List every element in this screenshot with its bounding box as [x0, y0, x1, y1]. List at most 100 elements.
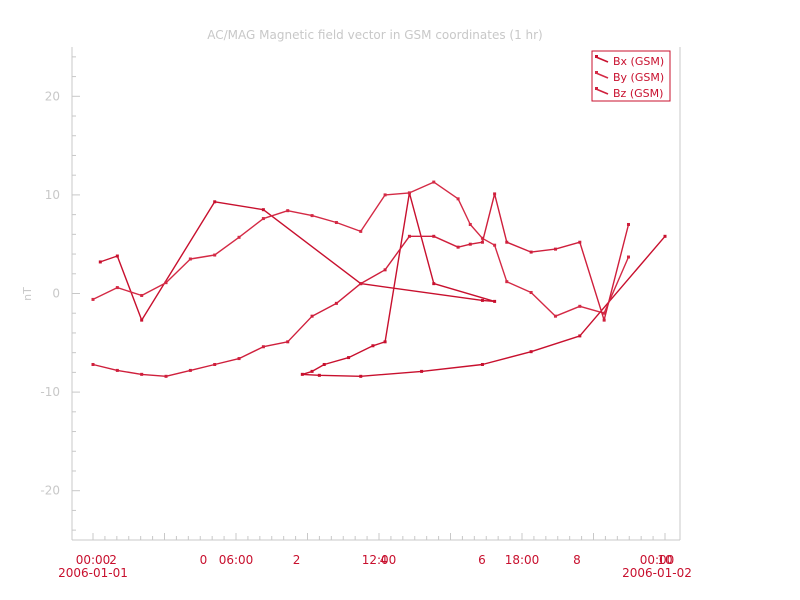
data-point: [626, 255, 630, 259]
data-point: [261, 217, 265, 221]
legend-label: By (GSM): [613, 71, 664, 84]
x-tick-label: 2: [109, 553, 117, 567]
data-point: [213, 253, 217, 257]
data-point: [359, 374, 363, 378]
data-point: [553, 314, 557, 318]
data-point: [432, 282, 436, 286]
y-tick-label: 0: [52, 287, 60, 301]
data-point: [578, 240, 582, 244]
data-point: [140, 293, 144, 297]
data-point: [140, 372, 144, 376]
data-point: [164, 374, 168, 378]
x-tick-label: 0: [200, 553, 208, 567]
legend-marker: [595, 71, 598, 74]
data-point: [432, 180, 436, 184]
series-bx: [98, 191, 667, 378]
x-tick-label: 00:00: [640, 553, 675, 567]
x-tick-date-label: 2006-01-01: [58, 566, 128, 580]
y-axis: 20 10 0 -10 -20: [40, 56, 80, 531]
data-point: [578, 334, 582, 338]
plot-frame: [71, 47, 681, 541]
data-point: [115, 368, 119, 372]
data-point: [456, 245, 460, 249]
y-axis-label: nT: [21, 287, 34, 301]
data-point: [480, 240, 484, 244]
data-point: [529, 291, 533, 295]
series-bz: [91, 192, 630, 378]
data-point: [115, 286, 119, 290]
data-point: [371, 344, 375, 348]
data-point: [188, 257, 192, 261]
data-point: [359, 282, 363, 286]
data-point: [383, 268, 387, 272]
data-point: [286, 340, 290, 344]
series-line: [92, 181, 630, 317]
series-by: [91, 180, 630, 318]
x-tick-label: 12:00: [362, 553, 397, 567]
series-line: [100, 192, 666, 377]
data-point: [529, 350, 533, 354]
data-point: [237, 357, 241, 361]
x-tick-label: 18:00: [505, 553, 540, 567]
data-point: [300, 372, 304, 376]
legend-marker: [595, 87, 598, 90]
legend-label: Bz (GSM): [613, 87, 663, 100]
x-tick-date-label: 2006-01-02: [622, 566, 692, 580]
x-tick-label: 4: [380, 553, 388, 567]
data-point: [505, 240, 509, 244]
data-point: [407, 191, 411, 195]
data-point: [261, 208, 265, 212]
data-point: [347, 356, 351, 360]
data-point: [334, 221, 338, 225]
x-tick-label: 10: [657, 553, 672, 567]
data-point: [310, 214, 314, 218]
data-point: [480, 362, 484, 366]
x-tick-label: 6: [478, 553, 486, 567]
data-point: [553, 247, 557, 251]
data-point: [493, 243, 497, 247]
data-point: [468, 222, 472, 226]
data-point: [115, 254, 119, 258]
data-point: [578, 304, 582, 308]
y-tick-label: 10: [45, 188, 60, 202]
x-tick-label: 2: [293, 553, 301, 567]
data-point: [237, 235, 241, 239]
data-point: [493, 192, 497, 196]
data-point: [468, 242, 472, 246]
data-point: [383, 193, 387, 197]
data-point: [407, 234, 411, 238]
data-point: [286, 209, 290, 213]
data-point: [626, 222, 630, 226]
data-point: [140, 318, 144, 322]
data-point: [261, 345, 265, 349]
data-point: [334, 301, 338, 305]
data-point: [480, 236, 484, 240]
x-tick-label: 06:00: [219, 553, 254, 567]
data-point: [480, 298, 484, 302]
data-point: [663, 234, 667, 238]
legend-label: Bx (GSM): [613, 55, 664, 68]
data-point: [213, 200, 217, 204]
y-tick-label: 20: [45, 89, 60, 103]
x-tick-label: 00:00: [76, 553, 111, 567]
y-tick-label: -20: [40, 484, 60, 498]
chart-title: AC/MAG Magnetic field vector in GSM coor…: [207, 28, 543, 42]
legend: Bx (GSM) By (GSM) Bz (GSM): [591, 50, 671, 102]
data-point: [456, 197, 460, 201]
x-tick-label: 8: [573, 553, 581, 567]
data-point: [98, 260, 102, 264]
legend-marker: [595, 55, 598, 58]
y-tick-label: -10: [40, 385, 60, 399]
data-point: [322, 362, 326, 366]
data-point: [493, 299, 497, 303]
data-point: [91, 297, 95, 301]
data-point: [310, 369, 314, 373]
data-point: [602, 318, 606, 322]
data-point: [529, 250, 533, 254]
data-point: [602, 311, 606, 315]
data-point: [359, 229, 363, 233]
series-layer: [91, 180, 667, 378]
data-point: [420, 369, 424, 373]
data-point: [91, 362, 95, 366]
